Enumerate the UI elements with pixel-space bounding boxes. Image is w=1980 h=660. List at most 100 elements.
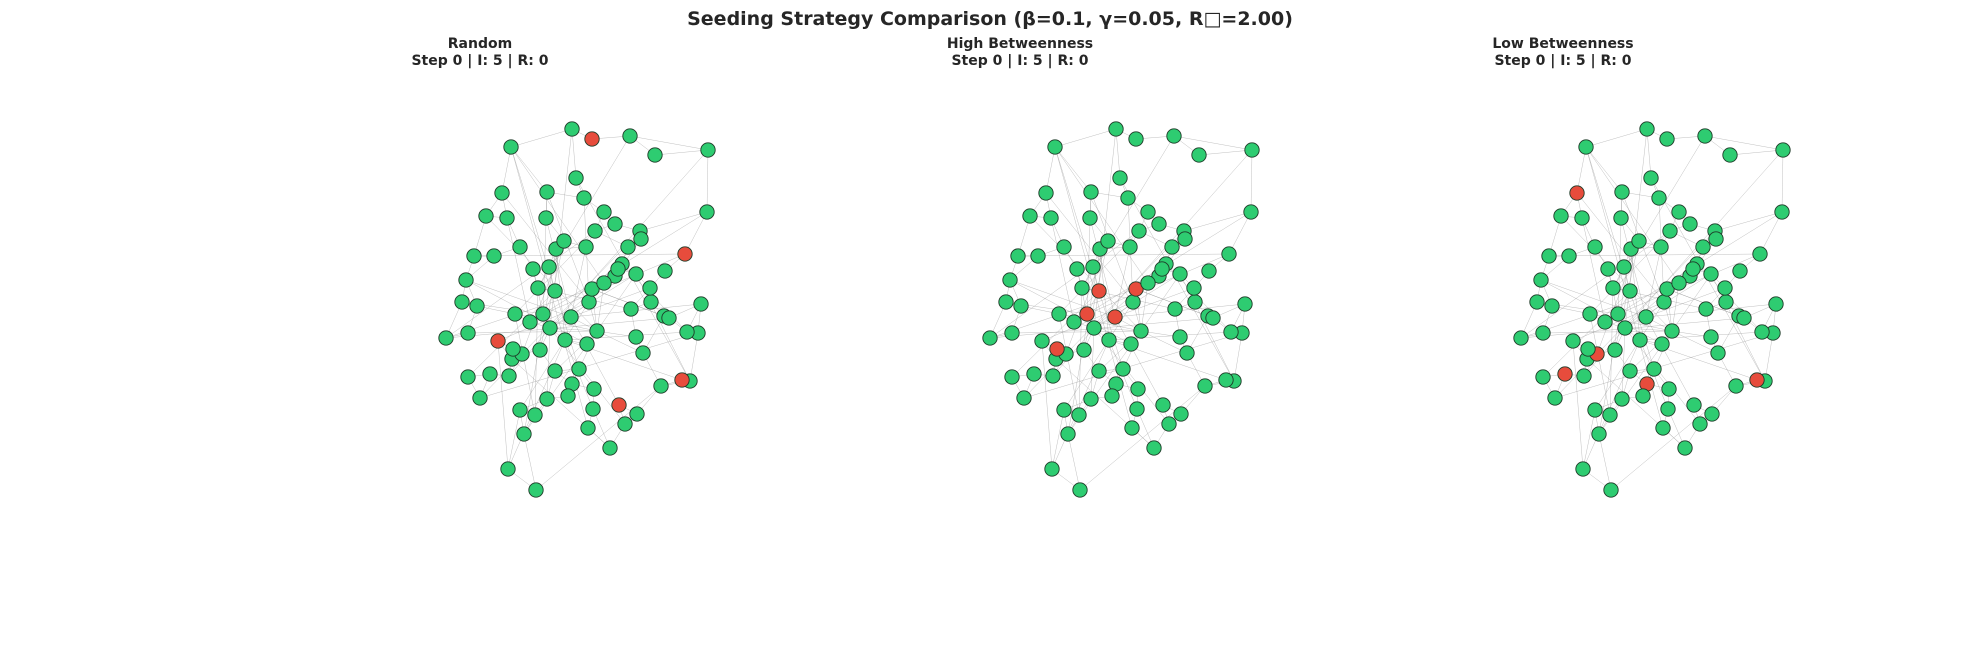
susceptible-node <box>1671 275 1687 291</box>
susceptible-node <box>617 416 633 432</box>
susceptible-node <box>1072 482 1088 498</box>
susceptible-node <box>1600 261 1616 277</box>
susceptible-node <box>1646 361 1662 377</box>
susceptible-node <box>1043 210 1059 226</box>
network-edge <box>1598 248 1632 435</box>
susceptible-node <box>472 390 488 406</box>
susceptible-node <box>1030 248 1046 264</box>
susceptible-node <box>460 369 476 385</box>
susceptible-node <box>503 139 519 155</box>
susceptible-node <box>571 361 587 377</box>
susceptible-node <box>1643 170 1659 186</box>
susceptible-node <box>1166 128 1182 144</box>
susceptible-node <box>1133 323 1149 339</box>
network-edge <box>549 149 709 329</box>
network-edge <box>1093 149 1253 329</box>
network-edge <box>639 211 708 232</box>
network-edge <box>1596 240 1640 355</box>
network-edge <box>1089 217 1116 318</box>
network-edge <box>521 240 565 355</box>
susceptible-node <box>564 121 580 137</box>
susceptible-node <box>1671 204 1687 220</box>
susceptible-node <box>1659 281 1675 297</box>
susceptible-node <box>1002 272 1018 288</box>
network-edge <box>1140 282 1149 332</box>
susceptible-node <box>1703 266 1719 282</box>
infected-node <box>1049 341 1065 357</box>
susceptible-node <box>584 281 600 297</box>
network-edge <box>1585 146 1623 193</box>
network-edge <box>1576 146 1587 194</box>
network-edge <box>1624 327 1673 332</box>
infected-node <box>490 333 506 349</box>
susceptible-node <box>539 391 555 407</box>
network-edge <box>507 409 521 470</box>
susceptible-node <box>1083 184 1099 200</box>
network-edge <box>1065 240 1109 355</box>
network-edge <box>546 327 551 400</box>
susceptible-node <box>1718 294 1734 310</box>
infected-node <box>611 397 627 413</box>
infected-node <box>1569 185 1585 201</box>
susceptible-node <box>538 210 554 226</box>
susceptible-node <box>1529 294 1545 310</box>
susceptible-node <box>1578 139 1594 155</box>
susceptible-node <box>1047 139 1063 155</box>
susceptible-node <box>679 324 695 340</box>
susceptible-node <box>998 294 1014 310</box>
susceptible-node <box>1177 231 1193 247</box>
network-edge <box>1045 192 1134 303</box>
susceptible-node <box>1100 233 1116 249</box>
susceptible-node <box>629 406 645 422</box>
susceptible-node <box>1091 363 1107 379</box>
susceptible-node <box>1513 330 1529 346</box>
infected-node <box>1557 366 1573 382</box>
susceptible-node <box>1547 390 1563 406</box>
susceptible-node <box>1056 402 1072 418</box>
susceptible-node <box>661 310 677 326</box>
susceptible-node <box>700 142 716 158</box>
susceptible-node <box>512 239 528 255</box>
susceptible-node <box>1140 204 1156 220</box>
susceptible-node <box>982 330 998 346</box>
susceptible-node <box>1607 342 1623 358</box>
susceptible-node <box>1544 298 1560 314</box>
susceptible-node <box>1638 309 1654 325</box>
panel-low-betweenness: Low Betweenness Step 0 | I: 5 | R: 0 <box>1283 36 1843 636</box>
network-edge <box>507 339 566 470</box>
network-edge <box>1041 340 1053 470</box>
susceptible-node <box>653 378 669 394</box>
network-edge <box>1017 253 1230 257</box>
network-edge <box>1051 409 1065 470</box>
network-edge <box>1233 332 1243 382</box>
node-layer <box>982 121 1260 498</box>
network-edge <box>1114 316 1164 406</box>
susceptible-node <box>1682 216 1698 232</box>
susceptible-node <box>516 426 532 442</box>
network-edge <box>1585 146 1680 284</box>
susceptible-node <box>454 294 470 310</box>
susceptible-node <box>1728 378 1744 394</box>
susceptible-node <box>1205 310 1221 326</box>
susceptible-node <box>586 381 602 397</box>
network-edge <box>570 316 620 406</box>
susceptible-node <box>1575 461 1591 477</box>
susceptible-node <box>620 239 636 255</box>
panel-title: Low Betweenness Step 0 | I: 5 | R: 0 <box>1283 36 1843 70</box>
susceptible-node <box>1580 341 1596 357</box>
susceptible-node <box>1060 426 1076 442</box>
susceptible-node <box>1069 261 1085 277</box>
figure-title: Seeding Strategy Comparison (β=0.1, γ=0.… <box>687 8 1293 30</box>
network-edge <box>506 217 531 323</box>
network-edge <box>467 330 598 334</box>
susceptible-node <box>1635 388 1651 404</box>
panel-status: Step 0 | I: 5 | R: 0 <box>1494 53 1632 69</box>
susceptible-node <box>1086 320 1102 336</box>
susceptible-node <box>500 461 516 477</box>
susceptible-node <box>522 314 538 330</box>
susceptible-node <box>1140 275 1156 291</box>
susceptible-node <box>1685 261 1701 277</box>
susceptible-node <box>1533 272 1549 288</box>
susceptible-node <box>1082 210 1098 226</box>
susceptible-node <box>1659 131 1675 147</box>
